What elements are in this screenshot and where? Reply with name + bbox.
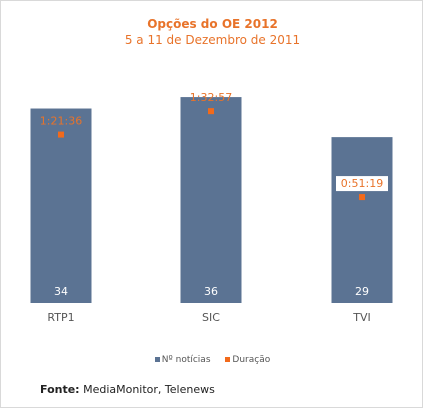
legend-label-noticias: Nº notícias — [161, 355, 211, 365]
chart-legend: Nº notícias Duração — [0, 355, 425, 365]
source-note: Fonte: MediaMonitor, Telenews — [40, 383, 215, 396]
duration-marker-rtp1 — [58, 131, 64, 138]
duration-label-box-tvi — [336, 176, 388, 192]
legend-item-duracao: Duração — [225, 355, 270, 365]
bar-value-rtp1: 34 — [54, 285, 68, 298]
bar-value-tvi: 29 — [355, 285, 369, 298]
duration-marker-sic — [208, 108, 214, 115]
source-label: Fonte: — [40, 383, 80, 396]
category-label-sic: SIC — [202, 311, 220, 324]
source-text: MediaMonitor, Telenews — [79, 383, 215, 396]
bar-tvi — [331, 137, 393, 303]
duration-label-tvi: 0:51:19 — [341, 177, 383, 190]
chart-title: Opções do OE 2012 — [147, 17, 278, 31]
bar-value-sic: 36 — [204, 285, 218, 298]
chart-subtitle: 5 a 11 de Dezembro de 2011 — [124, 33, 301, 47]
legend-label-duracao: Duração — [232, 355, 271, 365]
duration-marker-tvi — [359, 194, 365, 201]
bar-sic — [180, 97, 242, 303]
bar-rtp1 — [30, 108, 92, 304]
legend-item-noticias: Nº notícias — [154, 355, 211, 365]
legend-swatch-duracao — [225, 357, 231, 362]
category-label-tvi: TVI — [352, 311, 371, 324]
legend-swatch-noticias — [154, 357, 160, 362]
category-label-rtp1: RTP1 — [47, 311, 74, 324]
duration-label-sic: 1:32:57 — [190, 91, 232, 104]
duration-label-rtp1: 1:21:36 — [40, 115, 82, 128]
